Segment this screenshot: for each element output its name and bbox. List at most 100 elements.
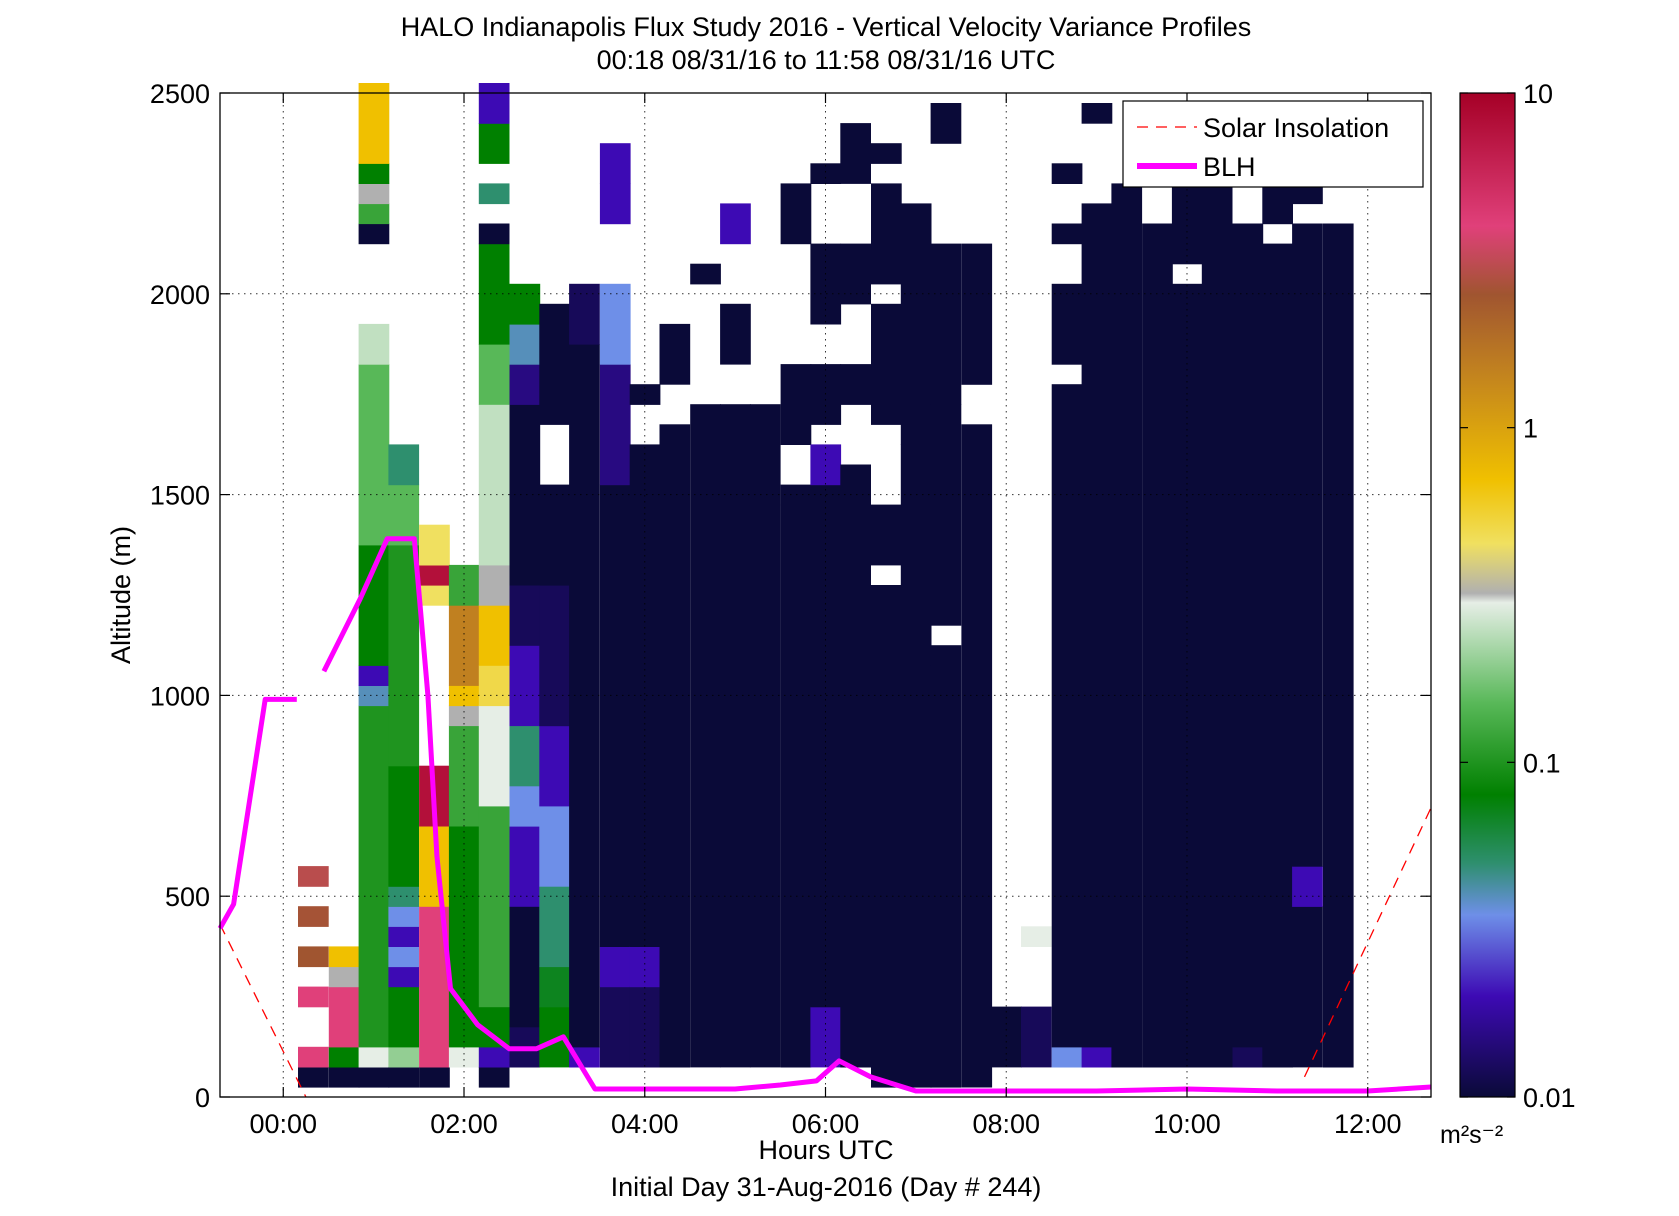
heatmap-cell (871, 303, 902, 425)
y-tick-label: 2500 (150, 79, 210, 109)
heatmap-cell (810, 163, 842, 184)
heatmap-cell (1292, 866, 1323, 907)
heatmap-cell (1292, 183, 1323, 205)
colorbar-tick-label: 10 (1523, 79, 1553, 109)
colorbar-unit: m²s⁻² (1440, 1121, 1503, 1149)
heatmap-cell (1051, 384, 1083, 1048)
heatmap-cell (539, 725, 570, 807)
heatmap-cell (1051, 283, 1083, 365)
series-line-blh (217, 696, 297, 930)
heatmap-cell (840, 123, 871, 184)
heatmap-cell (871, 585, 902, 1088)
heatmap-cell (599, 986, 631, 1068)
heatmap-cell (328, 1066, 360, 1088)
heatmap-cell (358, 364, 390, 546)
heatmap-cell (780, 364, 812, 445)
y-tick-label: 500 (165, 882, 210, 912)
heatmap-cell (448, 685, 480, 707)
heatmap-cell (720, 404, 751, 1068)
heatmap-cell (388, 946, 420, 968)
heatmap-cell (780, 183, 812, 245)
series-line-solar-insolation (219, 924, 307, 1098)
heatmap-cell (478, 83, 510, 124)
heatmap-cell (1142, 223, 1173, 1068)
heatmap-cell (478, 705, 510, 807)
heatmap-cell (388, 765, 420, 887)
heatmap-cell (358, 665, 390, 686)
heatmap-cell (478, 605, 510, 666)
heatmap-cell (478, 243, 510, 345)
heatmap-cell (388, 484, 420, 546)
heatmap-cell (509, 364, 541, 405)
heatmap-cell (539, 886, 570, 968)
chart-subtitle: 00:18 08/31/16 to 11:58 08/31/16 UTC (597, 45, 1056, 75)
heatmap-cell (478, 223, 510, 245)
x-axis-label: Hours UTC (758, 1135, 893, 1165)
heatmap-cell (358, 183, 390, 205)
heatmap-cell (478, 344, 510, 405)
heatmap-cell (749, 504, 781, 1068)
heatmap-cell (478, 1046, 510, 1068)
heatmap-cell (509, 645, 541, 727)
legend: Solar Insolation BLH (1122, 100, 1424, 188)
heatmap-cell (539, 303, 570, 425)
heatmap-cell (1111, 183, 1143, 1068)
heatmap-cell (478, 1066, 510, 1088)
heatmap-cell (599, 283, 631, 365)
heatmap-cell (961, 424, 993, 1088)
heatmap-cell (1081, 1046, 1113, 1068)
heatmap-cell (388, 1066, 420, 1088)
heatmap-cell (388, 926, 420, 947)
x-tick-label: 00:00 (249, 1109, 317, 1139)
x-tick-label: 04:00 (611, 1109, 679, 1139)
heatmap-cell (478, 665, 510, 707)
heatmap-cell (690, 404, 721, 1068)
heatmap-cell (509, 585, 541, 646)
heatmap-cell (1232, 223, 1264, 1048)
heatmap-cell (298, 1066, 329, 1088)
heatmap-cell (298, 906, 329, 927)
heatmap-cell (599, 183, 631, 225)
heatmap-cell (419, 524, 450, 566)
chart-title: HALO Indianapolis Flux Study 2016 - Vert… (401, 12, 1251, 42)
heatmap-cell (509, 785, 541, 827)
heatmap-cell (840, 364, 871, 405)
legend-label-blh: BLH (1203, 152, 1256, 182)
heatmap-cell (599, 946, 631, 988)
heatmap-cell (448, 1046, 480, 1068)
heatmap-cell (419, 564, 450, 586)
x-axis-sublabel: Initial Day 31-Aug-2016 (Day # 244) (611, 1172, 1042, 1202)
colorbar-gradient (1459, 92, 1516, 1098)
heatmap-cell (720, 303, 751, 365)
heatmap-cell (298, 1046, 329, 1068)
heatmap-cell (478, 564, 510, 606)
heatmap-cell (419, 585, 450, 606)
x-tick-label: 10:00 (1153, 1109, 1221, 1139)
colorbar-tick-label: 0.1 (1523, 748, 1561, 778)
heatmap-cell (900, 203, 932, 445)
heatmap-cell (388, 986, 420, 1048)
heatmap-cell (1021, 926, 1052, 947)
heatmap-cell (478, 183, 510, 205)
heatmap-cell (328, 986, 360, 1048)
heatmap-cell (1081, 103, 1113, 124)
heatmap-cell (478, 805, 510, 1008)
heatmap-cell (900, 585, 932, 666)
series-line-solar-insolation (1303, 807, 1432, 1078)
heatmap-cell (539, 484, 570, 586)
heatmap-cell (358, 163, 390, 184)
heatmap-cell (509, 283, 541, 325)
legend-box (1122, 100, 1424, 188)
heatmap-cell (1322, 223, 1354, 1068)
heatmap-cell (298, 866, 329, 887)
heatmap-cells (298, 83, 1354, 1088)
heatmap-cell (1262, 243, 1293, 1068)
heatmap-cell (419, 966, 450, 1068)
heatmap-cell (539, 805, 570, 887)
heatmap-cell (749, 404, 781, 506)
heatmap-cell (509, 323, 541, 365)
heatmap-cell (1292, 223, 1323, 867)
heatmap-cell (358, 1066, 390, 1088)
y-tick-label: 2000 (150, 280, 210, 310)
heatmap-cell (1232, 1046, 1264, 1068)
